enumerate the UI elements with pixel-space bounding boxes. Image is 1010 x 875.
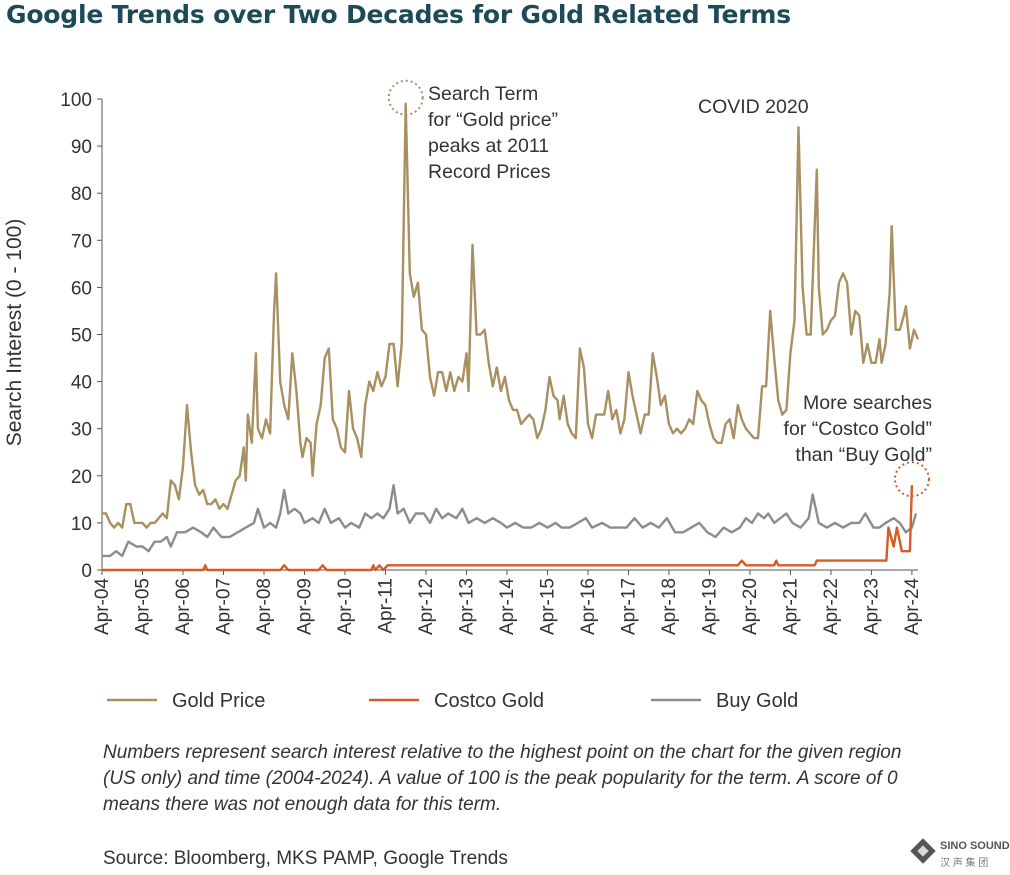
annotation-text: COVID 2020 xyxy=(698,96,809,118)
x-tick-label: Apr-14 xyxy=(497,578,518,635)
annotation-line: for “Costco Gold” xyxy=(784,418,932,440)
y-tick-label: 80 xyxy=(71,184,92,205)
x-tick-label: Apr-16 xyxy=(578,578,599,635)
x-tick-label: Apr-19 xyxy=(699,578,720,635)
highlight-circle xyxy=(893,461,930,498)
line-chart: 0 10 20 30 40 50 60 70 80 90 100 Apr-04 Apr-05 Apr-06… xyxy=(3,79,933,712)
x-tick-label: Apr-23 xyxy=(861,578,882,635)
source-line: Source: Bloomberg, MKS PAMP, Google Tren… xyxy=(103,848,508,869)
annotation-line: for “Gold price” xyxy=(428,109,558,131)
x-tick-label: Apr-08 xyxy=(254,578,275,635)
x-tick-label: Apr-21 xyxy=(780,578,801,635)
annotation-line: More searches xyxy=(803,392,932,414)
y-tick-label: 20 xyxy=(71,467,92,488)
legend-label: Gold Price xyxy=(172,690,265,712)
legend: Gold Price Costco Gold Buy Gold xyxy=(107,690,798,712)
y-tick-label: 10 xyxy=(71,514,92,535)
y-tick-label: 30 xyxy=(71,420,92,441)
logo-sub: 汉 声 集 团 xyxy=(940,858,989,869)
annotation-line: peaks at 2011 xyxy=(428,135,549,157)
y-tick-label: 50 xyxy=(71,326,92,347)
legend-label: Costco Gold xyxy=(434,690,544,712)
y-tick-label: 100 xyxy=(60,90,92,111)
annotation-line: Record Prices xyxy=(428,161,551,183)
annotation-line: COVID 2020 xyxy=(698,96,809,118)
annotation-text: Search Term for “Gold price” peaks at 2011… xyxy=(428,83,558,183)
x-tick-label: Apr-18 xyxy=(659,578,680,635)
x-tick-label: Apr-10 xyxy=(335,578,356,635)
annotation-line: than “Buy Gold” xyxy=(795,444,932,466)
y-tick-label: 90 xyxy=(71,137,92,158)
x-tick-label: Apr-13 xyxy=(456,578,477,635)
series-line-buy-gold xyxy=(102,484,918,558)
footnote: Numbers represent search interest relati… xyxy=(103,742,902,815)
axes: 0 10 20 30 40 50 60 70 80 90 100 Apr-04 Apr-05 Apr-06… xyxy=(3,90,923,635)
sino-sound-logo: SINO SOUND 汉 声 集 团 xyxy=(910,838,1010,870)
series-line-gold-price xyxy=(102,102,920,529)
annotations: Search Term for “Gold price” peaks at 2011… xyxy=(387,79,933,498)
annotation-line: Search Term xyxy=(428,83,538,105)
y-tick-label: 60 xyxy=(71,278,92,299)
legend-label: Buy Gold xyxy=(716,690,798,712)
x-tick-label: Apr-11 xyxy=(375,578,396,634)
chart-title: Google Trends over Two Decades for Gold … xyxy=(6,0,791,29)
annotation-text: More searches for “Costco Gold” than “Buy … xyxy=(784,392,933,466)
x-tick-label: Apr-07 xyxy=(213,578,234,635)
y-tick-label: 40 xyxy=(71,373,92,394)
x-tick-label: Apr-09 xyxy=(294,578,315,635)
x-tick-label: Apr-17 xyxy=(618,578,639,635)
x-tick-label: Apr-24 xyxy=(902,578,923,635)
highlight-circle xyxy=(387,79,424,116)
x-tick-label: Apr-15 xyxy=(537,578,558,635)
series-line-costco-gold xyxy=(102,485,914,572)
x-tick-label: Apr-20 xyxy=(740,578,761,635)
x-tick-label: Apr-22 xyxy=(821,578,842,635)
y-tick-label: 0 xyxy=(81,561,92,582)
logo-diamond-icon xyxy=(910,838,936,864)
series-lines xyxy=(102,102,920,572)
x-tick-label: Apr-12 xyxy=(416,578,437,635)
y-axis-title: Search Interest (0 - 100) xyxy=(3,219,26,447)
x-tick-label: Apr-05 xyxy=(132,578,153,635)
logo-name: SINO SOUND xyxy=(940,840,1010,852)
x-tick-label: Apr-06 xyxy=(173,578,194,635)
x-tick-label: Apr-04 xyxy=(92,578,113,635)
y-tick-label: 70 xyxy=(71,231,92,252)
